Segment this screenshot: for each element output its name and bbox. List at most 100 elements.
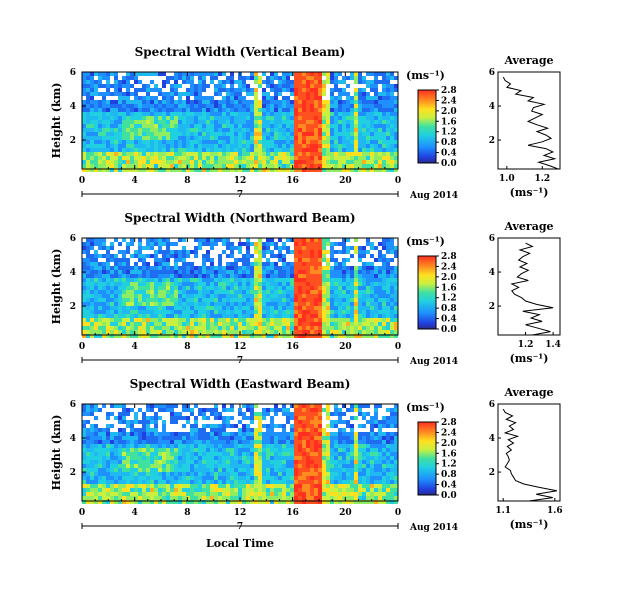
profile-line: [502, 408, 557, 502]
x-tick-label: 16: [286, 508, 299, 518]
panel-2: Spectral Width (Northward Beam)0 4 8 12 16 20…: [50, 211, 561, 367]
colorbar-tick-label: 0.4: [441, 481, 457, 491]
profile-y-tick-label: 2: [489, 302, 495, 312]
profile-panel: Average 2 4 6 1.0 1.2 (ms⁻¹): [489, 54, 561, 199]
colorbar: [417, 89, 437, 164]
profile-panel: Average 2 4 6 1.2 1.4 (ms⁻¹): [489, 220, 561, 365]
x-tick-label: 0: [395, 342, 401, 352]
colorbar-tick-label: 1.6: [441, 283, 457, 293]
colorbar-tick-label: 1.2: [441, 294, 457, 304]
colorbar-tick-label: 1.2: [441, 128, 457, 138]
y-tick-label: 6: [70, 234, 76, 244]
profile-y-tick-label: 4: [489, 434, 495, 444]
colorbar-tick-label: 2.4: [441, 428, 457, 438]
colorbar-unit: (ms⁻¹): [406, 69, 445, 82]
colorbar: [417, 255, 437, 330]
x-tick-label: 0: [79, 176, 85, 186]
profile-x-tick-label: 1.2: [518, 340, 534, 350]
panel-3: Spectral Width (Eastward Beam) 0 4 8 12 16 20 0…: [50, 377, 563, 550]
panel-1: Spectral Width (Vertical Beam)0 4 8 12 16 20 0…: [50, 45, 561, 201]
profile-title: Average: [503, 220, 553, 233]
x-tick-label: 20: [339, 342, 352, 352]
y-tick-label: 6: [70, 68, 76, 78]
x-tick-label: 20: [339, 176, 352, 186]
colorbar-tick-label: 0.4: [441, 149, 457, 159]
colorbar-tick-label: 0.8: [441, 304, 457, 314]
profile-y-tick-label: 4: [489, 268, 495, 278]
x-tick-label: 12: [234, 176, 247, 186]
profile-y-tick-label: 6: [489, 234, 495, 244]
panel-title: Spectral Width (Eastward Beam): [130, 377, 351, 391]
colorbar-tick-label: 2.4: [441, 96, 457, 106]
colorbar-tick-label: 1.6: [441, 117, 457, 127]
date-marker: 7: [237, 190, 243, 200]
profile-y-tick-label: 2: [489, 136, 495, 146]
colorbar-tick-label: 1.2: [441, 460, 457, 470]
profile-x-tick-label: 1.6: [547, 506, 563, 516]
profile-x-tick-label: 1.2: [534, 174, 550, 184]
date-label: Aug 2014: [409, 357, 458, 367]
colorbar-tick-label: 0.0: [441, 491, 457, 501]
colorbar-tick-label: 2.0: [441, 439, 457, 449]
profile-frame: [497, 237, 561, 336]
x-tick-label: 0: [395, 176, 401, 186]
colorbar-tick-label: 2.0: [441, 107, 457, 117]
x-tick-label: 16: [286, 342, 299, 352]
x-tick-label: 4: [132, 508, 138, 518]
x-tick-label: 12: [234, 508, 247, 518]
colorbar-tick-label: 0.0: [441, 325, 457, 335]
x-tick-label: 8: [184, 176, 190, 186]
profile-x-tick-label: 1.1: [495, 506, 511, 516]
x-tick-label: 4: [132, 342, 138, 352]
x-tick-label: 8: [184, 342, 190, 352]
colorbar-tick-label: 0.4: [441, 315, 457, 325]
y-tick-label: 6: [70, 400, 76, 410]
x-tick-label: 8: [184, 508, 190, 518]
y-tick-label: 2: [70, 468, 76, 478]
colorbar-tick-label: 2.8: [441, 86, 457, 96]
profile-x-label: (ms⁻¹): [510, 352, 549, 365]
profile-x-tick-label: 1.4: [545, 340, 561, 350]
profile-y-tick-label: 4: [489, 102, 495, 112]
x-tick-label: 20: [339, 508, 352, 518]
colorbar-tick-label: 1.6: [441, 449, 457, 459]
profile-y-tick-label: 2: [489, 468, 495, 478]
colorbar-tick-label: 2.0: [441, 273, 457, 283]
profile-x-label: (ms⁻¹): [510, 518, 549, 531]
colorbar-tick-label: 2.4: [441, 262, 457, 272]
y-tick-label: 4: [70, 434, 76, 444]
date-label: Aug 2014: [409, 523, 458, 533]
x-tick-label: 16: [286, 176, 299, 186]
colorbar-tick-label: 0.0: [441, 159, 457, 169]
profile-line: [502, 76, 559, 170]
date-marker: 7: [237, 522, 243, 532]
heatmap: [82, 72, 398, 172]
profile-x-label: (ms⁻¹): [510, 186, 549, 199]
colorbar-tick-label: 0.8: [441, 138, 457, 148]
colorbar-unit: (ms⁻¹): [406, 235, 445, 248]
colorbar-tick-label: 2.8: [441, 418, 457, 428]
panel-title: Spectral Width (Vertical Beam): [135, 45, 346, 59]
profile-y-tick-label: 6: [489, 68, 495, 78]
colorbar: [417, 421, 437, 496]
date-label: Aug 2014: [409, 191, 458, 201]
profile-x-tick-label: 1.0: [499, 174, 515, 184]
profile-panel: Average 2 4 6 1.1 1.6 (ms⁻¹): [489, 386, 563, 531]
x-tick-label: 0: [79, 342, 85, 352]
y-axis-label: Height (km): [50, 249, 63, 325]
x-tick-label: 0: [79, 508, 85, 518]
y-tick-label: 2: [70, 302, 76, 312]
profile-title: Average: [503, 54, 553, 67]
y-axis-label: Height (km): [50, 83, 63, 159]
heatmap: [82, 404, 398, 504]
profile-y-tick-label: 6: [489, 400, 495, 410]
x-tick-label: 4: [132, 176, 138, 186]
colorbar-tick-label: 0.8: [441, 470, 457, 480]
x-tick-label: 12: [234, 342, 247, 352]
y-tick-label: 2: [70, 136, 76, 146]
profile-title: Average: [503, 386, 553, 399]
date-marker: 7: [237, 356, 243, 366]
x-axis-label: Local Time: [206, 537, 274, 550]
heatmap: [82, 238, 398, 338]
